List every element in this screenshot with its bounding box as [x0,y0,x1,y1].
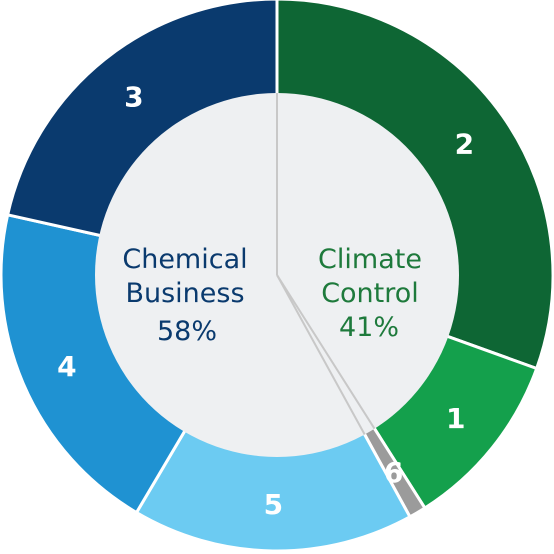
climate-control-line1: Climate [318,244,422,275]
chemical-business-line1: Chemical [122,244,247,275]
segment-labels: 2 1 6 5 4 3 [57,80,474,521]
center-dividers [276,93,376,435]
chemical-business-line2: Business [125,278,244,309]
segment-label-5: 5 [264,488,283,521]
segment-label-4: 4 [57,350,76,383]
divider-line-2 [276,274,376,430]
climate-control-percent: 41% [339,312,399,343]
segment-label-2: 2 [455,127,474,160]
climate-control-line2: Control [321,278,419,309]
chemical-business-percent: 58% [157,316,217,347]
divider-line-3 [276,274,366,435]
segment-label-6: 6 [384,456,403,489]
segment-label-1: 1 [446,402,465,435]
segment-label-3: 3 [124,80,143,113]
